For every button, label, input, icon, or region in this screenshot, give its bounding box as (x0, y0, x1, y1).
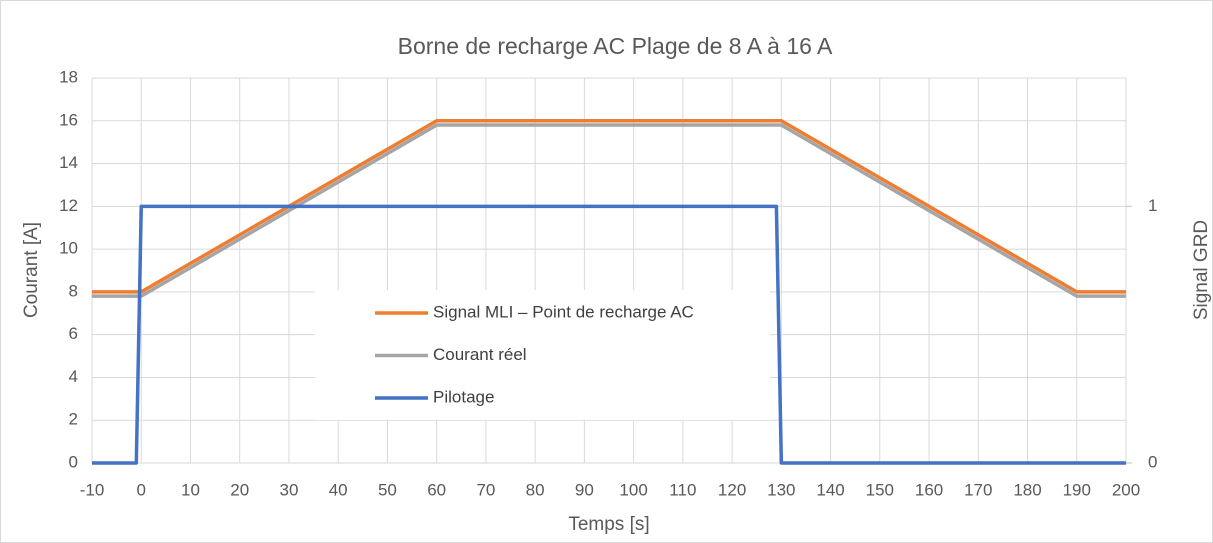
x-tick-label: 120 (718, 480, 746, 499)
y-axis-label: Courant [A] (21, 222, 42, 318)
x-tick-label: 150 (866, 480, 894, 499)
series-line (92, 204, 1126, 465)
x-tick-label: 10 (181, 480, 200, 499)
x-tick-label: 170 (964, 480, 992, 499)
x-tick-label: 190 (1063, 480, 1091, 499)
x-tick-label: 110 (669, 480, 696, 499)
x-tick-label: 40 (329, 480, 348, 499)
y-tick-label: 10 (59, 239, 78, 258)
y2-tick-label: 0 (1148, 452, 1157, 471)
y-tick-label: 4 (69, 367, 78, 386)
y-tick-label: 2 (69, 410, 78, 429)
series-line (92, 119, 1126, 294)
x-tick-label: 70 (476, 480, 495, 499)
x-tick-label: 30 (279, 480, 298, 499)
x-tick-label: 200 (1112, 480, 1140, 499)
y-tick-label: 12 (59, 196, 78, 215)
x-tick-label: 130 (767, 480, 795, 499)
x-tick-label: 160 (915, 480, 943, 499)
y-tick-label: 14 (59, 153, 78, 172)
y-tick-label: 6 (69, 324, 78, 343)
x-tick-label: 60 (427, 480, 446, 499)
legend-label: Signal MLI – Point de recharge AC (433, 302, 694, 321)
x-axis-label: Temps [s] (568, 514, 649, 535)
y2-axis-label: Signal GRD (1191, 220, 1212, 320)
y-tick-label: 16 (59, 110, 78, 129)
x-tick-label: 50 (378, 480, 397, 499)
x-tick-label: -10 (80, 480, 105, 499)
x-tick-label: 90 (575, 480, 594, 499)
x-tick-label: 100 (619, 480, 647, 499)
y-tick-label: 0 (69, 452, 78, 471)
x-tick-label: 140 (816, 480, 844, 499)
series-line (92, 123, 1126, 298)
y2-tick-label: 1 (1148, 196, 1157, 215)
x-tick-label: 80 (526, 480, 545, 499)
chart-title: Borne de recharge AC Plage de 8 A à 16 A (398, 33, 833, 59)
y-tick-label: 18 (59, 67, 78, 86)
y-tick-label: 8 (69, 281, 78, 300)
x-tick-label: 20 (230, 480, 249, 499)
x-tick-label: 0 (137, 480, 146, 499)
x-tick-label: 180 (1013, 480, 1041, 499)
legend-label: Courant réel (433, 345, 527, 364)
legend-label: Pilotage (433, 387, 494, 406)
